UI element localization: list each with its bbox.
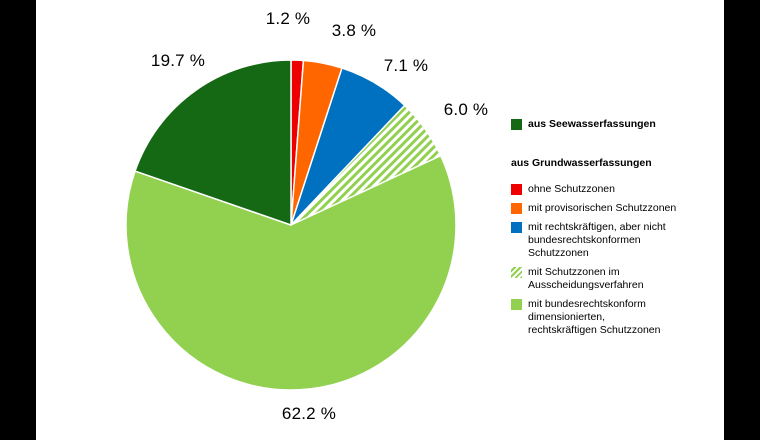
- legend-item-seewasserfassungen: aus Seewasserfassungen: [511, 118, 725, 131]
- legend-item-rechtskraeftige-schutzzonen: mit rechtskräftigen, aber nicht bundesre…: [511, 221, 725, 260]
- swatch-seewasserfassungen: [511, 119, 522, 130]
- legend-label-ohne-schutzzonen: ohne Schutzzonen: [528, 183, 615, 195]
- pie-slice-mit-bundesrechtskonform-dimensionierten-schutzzonen: [125, 154, 457, 391]
- legend-label-rechtskraeftige-schutzzonen: mit rechtskräftigen, aber nicht bundesre…: [528, 221, 666, 259]
- pct-label-provisorische-schutzzonen: 3.8 %: [331, 21, 377, 40]
- pct-label-bundesrechtskonform: 62.2 %: [281, 404, 337, 423]
- letterbox-left: [0, 0, 36, 440]
- letterbox-right: [724, 0, 760, 440]
- legend-header-grundwasserfassungen: aus Grundwasserfassungen: [511, 157, 725, 170]
- pie-slice-aus-seewasserfassungen: [134, 59, 292, 226]
- pct-label-seewasserfassungen: 19.7 %: [150, 51, 206, 70]
- legend-label-bundesrechtskonform: mit bundesrechtskonform dimensionierten,…: [528, 298, 661, 336]
- legend: aus Seewasserfassungen aus Grundwasserfa…: [511, 118, 725, 343]
- swatch-bundesrechtskonform: [511, 299, 522, 310]
- swatch-provisorische-schutzzonen: [511, 203, 522, 214]
- legend-label-ausscheidungsverfahren: mit Schutzzonen im Ausscheidungsverfahre…: [528, 266, 644, 291]
- swatch-rechtskraeftige-schutzzonen: [511, 222, 522, 233]
- legend-item-ausscheidungsverfahren: mit Schutzzonen im Ausscheidungsverfahre…: [511, 266, 725, 292]
- pie-chart-figure: [123, 57, 459, 393]
- swatch-ausscheidungsverfahren-hatch: [511, 267, 522, 278]
- legend-label-seewasserfassungen: aus Seewasserfassungen: [528, 118, 656, 130]
- legend-item-ohne-schutzzonen: ohne Schutzzonen: [511, 183, 725, 196]
- swatch-ohne-schutzzonen: [511, 184, 522, 195]
- pct-label-ohne-schutzzonen: 1.2 %: [265, 9, 311, 28]
- legend-label-provisorische-schutzzonen: mit provisorischen Schutzzonen: [528, 202, 677, 214]
- legend-label-grundwasserfassungen: aus Grundwasserfassungen: [511, 157, 652, 169]
- legend-item-provisorische-schutzzonen: mit provisorischen Schutzzonen: [511, 202, 725, 215]
- pie-chart: [125, 59, 457, 391]
- pct-label-ausscheidungsverfahren: 6.0 %: [443, 100, 489, 119]
- legend-item-bundesrechtskonform: mit bundesrechtskonform dimensionierten,…: [511, 298, 725, 337]
- pct-label-rechtskraeftige-schutzzonen: 7.1 %: [383, 56, 429, 75]
